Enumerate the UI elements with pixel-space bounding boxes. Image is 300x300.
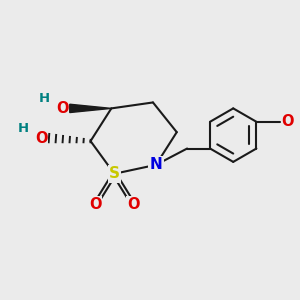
Text: N: N [150, 158, 162, 172]
Text: O: O [282, 114, 294, 129]
Text: H: H [39, 92, 50, 105]
Text: O: O [35, 130, 47, 146]
Text: S: S [109, 166, 120, 181]
Text: O: O [128, 197, 140, 212]
Text: O: O [56, 101, 68, 116]
Text: H: H [18, 122, 29, 135]
Text: O: O [89, 197, 101, 212]
Polygon shape [70, 104, 111, 112]
